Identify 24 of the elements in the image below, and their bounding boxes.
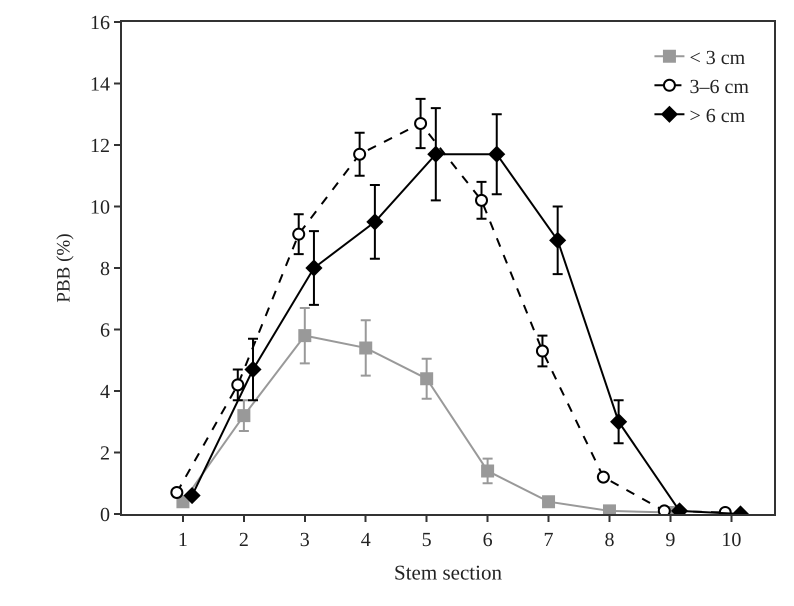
x-tick-label: 3: [300, 529, 310, 551]
legend-label: 3–6 cm: [689, 76, 750, 98]
y-tick-label: 4: [100, 381, 110, 403]
legend-label: > 6 cm: [689, 105, 746, 128]
y-tick-label: 2: [100, 442, 110, 464]
x-tick-label: 7: [544, 529, 554, 551]
y-tick-label: 12: [90, 135, 110, 157]
x-tick-label: 8: [604, 529, 614, 551]
x-tick-label: 1: [178, 529, 188, 551]
x-tick-label: 10: [721, 529, 742, 551]
x-tick-label: 9: [665, 529, 676, 551]
y-tick-label: 14: [90, 74, 110, 96]
y-tick-label: 10: [90, 196, 110, 218]
x-tick-label: 2: [238, 529, 249, 551]
x-tick-label: 4: [360, 529, 371, 551]
x-tick-label: 5: [422, 529, 432, 551]
y-axis-title: PBB (%): [53, 233, 74, 303]
legend-label: < 3 cm: [689, 47, 746, 70]
y-tick-label: 6: [100, 320, 110, 342]
y-tick-label: 8: [100, 258, 110, 280]
y-tick-label: 16: [90, 12, 110, 34]
x-axis-title: Stem section: [394, 560, 502, 585]
x-tick-label: 6: [482, 529, 493, 551]
y-tick-label: 0: [100, 504, 110, 526]
